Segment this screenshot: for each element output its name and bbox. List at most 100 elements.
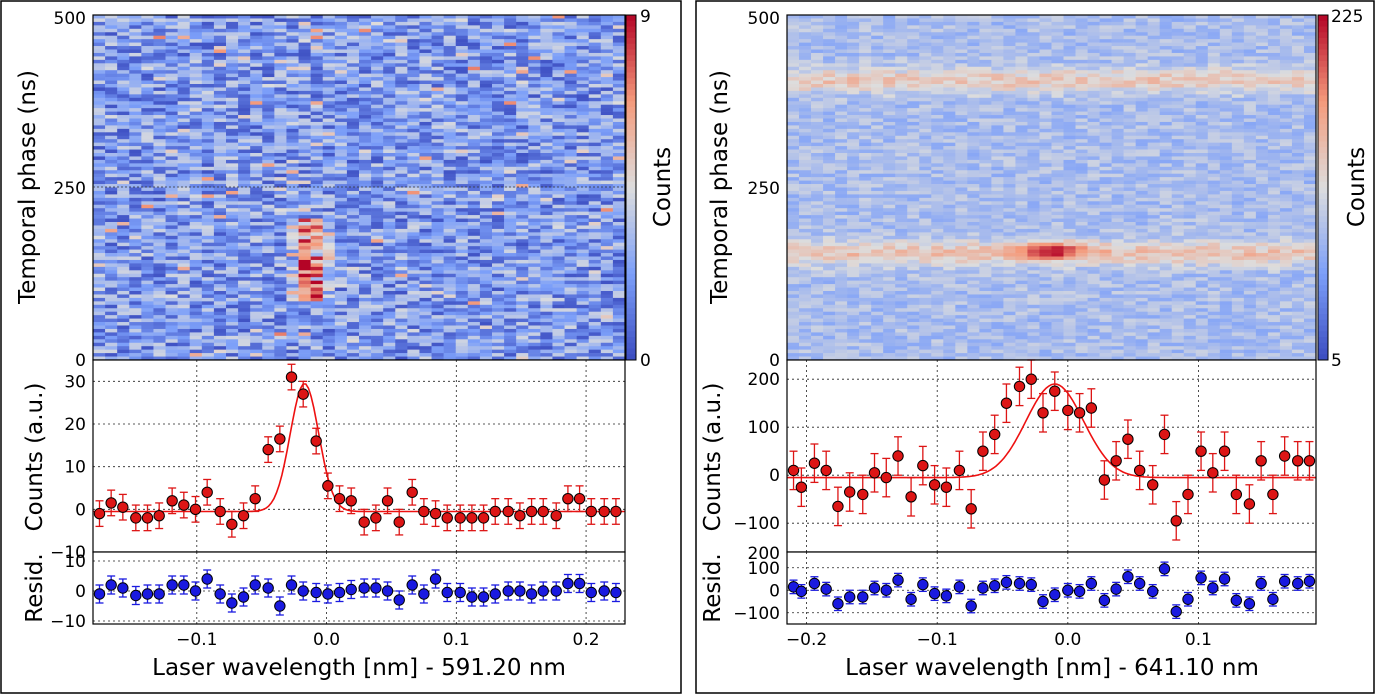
colorbar-segment [626, 20, 636, 27]
heatmap-cell [395, 301, 408, 306]
heatmap-cell [528, 280, 541, 285]
heatmap-cell [431, 211, 444, 216]
heatmap-cell [588, 349, 602, 354]
heatmap-cell [334, 280, 348, 285]
heatmap-cell [129, 135, 142, 140]
heatmap-cell [371, 139, 384, 143]
heatmap-cell [383, 77, 396, 81]
heatmap-cell [576, 187, 590, 192]
heatmap-cell [189, 149, 203, 154]
heatmap-cell [117, 166, 130, 171]
heatmap-cell [540, 135, 553, 140]
heatmap-cell [177, 63, 191, 68]
heatmap-cell [576, 239, 590, 243]
heatmap-cell [395, 222, 408, 226]
heatmap-cell [165, 201, 178, 206]
heatmap-cell [419, 204, 432, 209]
heatmap-cell [201, 218, 215, 223]
heatmap-cell [274, 218, 287, 223]
heatmap-cell [129, 66, 142, 71]
heatmap-cell [117, 342, 130, 347]
heatmap-cell [600, 270, 614, 275]
heatmap-cell [479, 70, 493, 74]
heatmap-cell [540, 225, 553, 230]
heatmap-cell [286, 197, 299, 202]
heatmap-cell [431, 125, 444, 130]
heatmap-cell [165, 204, 178, 209]
heatmap-cell [516, 277, 529, 281]
heatmap-cell [395, 118, 408, 123]
heatmap-cell [165, 328, 178, 333]
heatmap-cell [528, 246, 541, 250]
heatmap-cell [612, 125, 626, 130]
heatmap-cell [286, 346, 299, 350]
heatmap-cell [504, 142, 517, 147]
heatmap-cell [105, 294, 118, 299]
heatmap-cell [213, 228, 227, 233]
heatmap-cell [612, 291, 626, 295]
heatmap-cell [395, 97, 408, 102]
heatmap-cell [177, 104, 191, 109]
heatmap-cell [250, 97, 263, 102]
heatmap-cell [492, 277, 505, 281]
heatmap-cell [334, 156, 348, 161]
heatmap-cell [213, 94, 227, 99]
heatmap-cell [564, 242, 577, 247]
heatmap-cell [443, 291, 457, 295]
heatmap-cell [298, 297, 311, 302]
heatmap-cell [395, 108, 408, 112]
heatmap-cell [274, 146, 287, 150]
heatmap-cell [310, 235, 324, 240]
heatmap-cell [298, 349, 311, 354]
heatmap-cell [334, 297, 348, 302]
colorbar-segment [626, 72, 636, 79]
heatmap-cell [455, 222, 469, 226]
heatmap-cell [564, 25, 577, 30]
heatmap-cell [383, 111, 396, 116]
heatmap-cell [274, 66, 287, 71]
heatmap-cell [105, 15, 118, 19]
heatmap-cell [516, 208, 529, 212]
heatmap-cell [226, 284, 239, 288]
heatmap-cell [528, 21, 541, 26]
heatmap-cell [787, 187, 800, 192]
heatmap-cell [165, 101, 178, 105]
heatmap-cell [141, 104, 154, 109]
heatmap-cell [612, 349, 626, 354]
colorbar-segment [626, 112, 636, 119]
heatmap-cell [141, 297, 154, 302]
heatmap-cell [540, 177, 553, 181]
heatmap-cell [238, 335, 251, 340]
heatmap-cell [492, 301, 505, 306]
heatmap-cell [274, 108, 287, 112]
heatmap-cell [787, 177, 800, 181]
heatmap-cell [117, 70, 130, 74]
heatmap-cell [117, 215, 130, 219]
heatmap-cell [787, 35, 800, 40]
data-point [610, 505, 622, 518]
heatmap-cell [226, 197, 239, 202]
heatmap-cell [129, 273, 142, 278]
heatmap-cell [540, 139, 553, 143]
heatmap-cell [528, 194, 541, 199]
heatmap-cell [504, 315, 517, 319]
heatmap-cell [141, 49, 154, 54]
heatmap-cell [492, 46, 505, 50]
heatmap-cell [516, 242, 529, 247]
heatmap-cell [141, 35, 154, 40]
heatmap-cell [359, 170, 372, 174]
heatmap-cell [540, 228, 553, 233]
heatmap-cell [334, 197, 348, 202]
heatmap-cell [467, 242, 481, 247]
heatmap-cell [787, 52, 800, 57]
heatmap-cell [479, 166, 493, 171]
heatmap-cell [322, 87, 336, 92]
heatmap-cell [310, 32, 324, 36]
heatmap-cell [201, 170, 215, 174]
heatmap-cell [419, 87, 432, 92]
heatmap-cell [600, 228, 614, 233]
heatmap-cell [395, 146, 408, 150]
heatmap-cell [250, 277, 263, 281]
heatmap-cell [141, 139, 154, 143]
heatmap-cell [117, 159, 130, 164]
